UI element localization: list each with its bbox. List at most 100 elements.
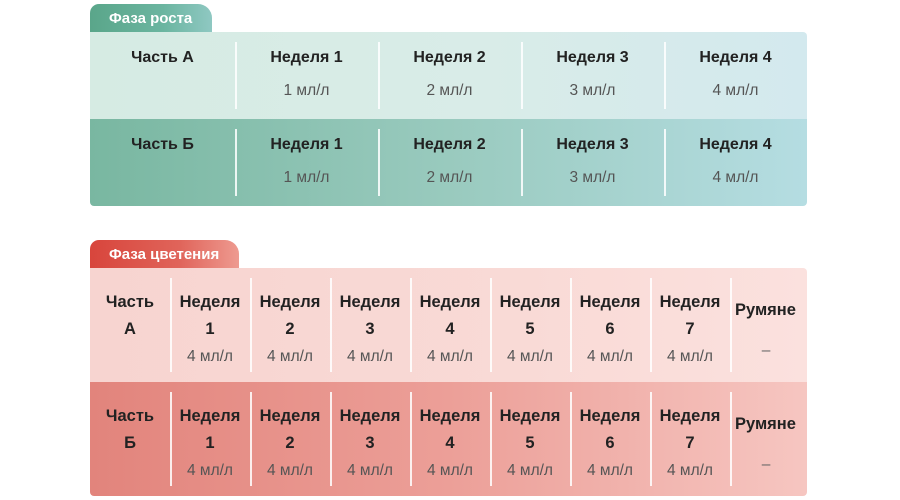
growth-part-cell: Часть Б [90,119,235,206]
bloom-extra-value: – [761,342,771,359]
growth-week-dose: 4 мл/л [712,169,759,186]
growth-week-cell: Неделя 2 2 мл/л [378,119,521,206]
growth-phase-title: Фаза роста [109,10,193,27]
growth-row-part-b: Часть Б Неделя 1 1 мл/л Неделя 2 2 мл/л … [90,119,807,206]
growth-week-label: Неделя 2 [413,49,486,66]
column-divider [664,129,666,196]
bloom-week-cell: Неделя 2 4 мл/л [250,382,330,496]
column-divider [235,129,237,196]
column-divider [378,42,380,109]
bloom-extra-value: – [761,456,771,473]
bloom-week-dose: 4 мл/л [667,348,713,365]
bloom-week-word: Неделя [499,293,561,311]
column-divider [664,42,666,109]
bloom-week-word: Неделя [339,293,401,311]
column-divider [521,129,523,196]
growth-row-part-a: Часть А Неделя 1 1 мл/л Неделя 2 2 мл/л … [90,32,807,119]
bloom-week-word: Неделя [499,407,561,425]
column-divider [330,392,332,486]
bloom-part-letter: А [124,320,136,338]
bloom-part-cell: Часть А [90,268,170,382]
column-divider [235,42,237,109]
growth-week-cell: Неделя 3 3 мл/л [521,119,664,206]
bloom-week-number: 6 [605,434,615,452]
column-divider [650,278,652,372]
column-divider [410,392,412,486]
bloom-week-cell: Неделя 1 4 мл/л [170,382,250,496]
bloom-week-dose: 4 мл/л [347,348,393,365]
bloom-week-number: 5 [525,434,535,452]
growth-week-dose: 3 мл/л [569,82,616,99]
growth-week-label: Неделя 4 [699,136,772,153]
bloom-part-letter: Б [124,434,136,452]
bloom-week-word: Неделя [179,407,241,425]
bloom-week-number: 7 [685,320,695,338]
growth-week-dose: 2 мл/л [426,82,473,99]
column-divider [170,278,172,372]
bloom-week-dose: 4 мл/л [507,462,553,479]
bloom-week-dose: 4 мл/л [427,462,473,479]
bloom-week-cell: Неделя 7 4 мл/л [650,382,730,496]
growth-week-dose: 2 мл/л [426,169,473,186]
growth-week-cell: Неделя 1 1 мл/л [235,32,378,119]
bloom-week-number: 6 [605,320,615,338]
bloom-row-part-a: Часть А Неделя 1 4 мл/л Неделя 2 4 мл/л … [90,268,807,382]
bloom-week-dose: 4 мл/л [347,462,393,479]
column-divider [570,278,572,372]
bloom-week-number: 3 [365,320,375,338]
bloom-extra-cell: Румяне – [730,268,807,382]
bloom-extra-cell: Румяне – [730,382,807,496]
bloom-week-word: Неделя [659,293,721,311]
bloom-week-dose: 4 мл/л [667,462,713,479]
bloom-week-number: 7 [685,434,695,452]
bloom-week-dose: 4 мл/л [587,462,633,479]
bloom-week-cell: Неделя 3 4 мл/л [330,382,410,496]
bloom-week-cell: Неделя 4 4 мл/л [410,382,490,496]
bloom-phase-table: Часть А Неделя 1 4 мл/л Неделя 2 4 мл/л … [90,268,807,496]
bloom-week-word: Неделя [579,407,641,425]
bloom-week-cell: Неделя 3 4 мл/л [330,268,410,382]
growth-week-label: Неделя 3 [556,49,629,66]
column-divider [490,392,492,486]
bloom-week-number: 3 [365,434,375,452]
bloom-phase-section: Фаза цветения Часть А Неделя 1 4 мл/л Не… [90,240,807,496]
bloom-week-number: 2 [285,434,295,452]
growth-phase-table: Часть А Неделя 1 1 мл/л Неделя 2 2 мл/л … [90,32,807,206]
bloom-extra-label: Румяне [735,301,796,319]
growth-week-label: Неделя 3 [556,136,629,153]
bloom-week-number: 1 [205,320,215,338]
bloom-week-dose: 4 мл/л [427,348,473,365]
bloom-extra-label: Румяне [735,415,796,433]
column-divider [410,278,412,372]
bloom-week-cell: Неделя 6 4 мл/л [570,382,650,496]
bloom-week-number: 4 [445,434,455,452]
bloom-phase-tab: Фаза цветения [90,240,240,268]
growth-week-dose: 3 мл/л [569,169,616,186]
bloom-week-dose: 4 мл/л [587,348,633,365]
bloom-part-cell: Часть Б [90,382,170,496]
bloom-week-cell: Неделя 7 4 мл/л [650,268,730,382]
growth-part-cell: Часть А [90,32,235,119]
bloom-week-cell: Неделя 5 4 мл/л [490,382,570,496]
bloom-week-word: Неделя [259,407,321,425]
bloom-row-part-b: Часть Б Неделя 1 4 мл/л Неделя 2 4 мл/л … [90,382,807,496]
growth-phase-section: Фаза роста Часть А Неделя 1 1 мл/л Недел… [90,4,807,206]
column-divider [730,392,732,486]
bloom-week-word: Неделя [419,293,481,311]
growth-week-label: Неделя 2 [413,136,486,153]
bloom-week-number: 2 [285,320,295,338]
column-divider [378,129,380,196]
column-divider [570,392,572,486]
bloom-week-dose: 4 мл/л [507,348,553,365]
growth-week-dose: 4 мл/л [712,82,759,99]
growth-phase-tab: Фаза роста [90,4,213,32]
growth-part-label: Часть Б [131,136,194,153]
growth-week-label: Неделя 1 [270,136,343,153]
bloom-week-word: Неделя [179,293,241,311]
bloom-week-dose: 4 мл/л [267,462,313,479]
bloom-phase-title: Фаза цветения [109,246,220,263]
bloom-week-cell: Неделя 6 4 мл/л [570,268,650,382]
bloom-week-cell: Неделя 1 4 мл/л [170,268,250,382]
bloom-week-word: Неделя [259,293,321,311]
growth-week-label: Неделя 1 [270,49,343,66]
